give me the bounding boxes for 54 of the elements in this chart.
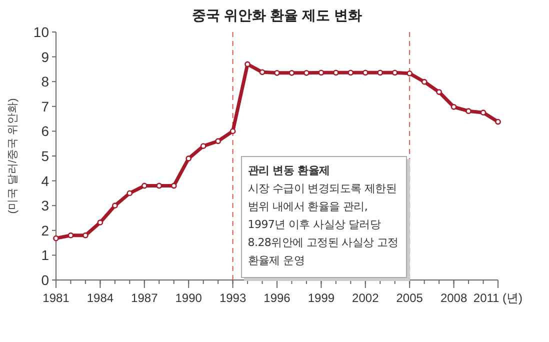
x-tick-label: 2011 (년)	[473, 291, 523, 305]
point	[141, 182, 148, 189]
y-tick-label: 4	[41, 172, 50, 189]
point	[186, 156, 192, 162]
x-tick-label: 1987	[131, 291, 158, 305]
point	[421, 78, 428, 85]
point	[304, 70, 310, 76]
y-tick-label: 8	[41, 74, 50, 90]
point	[450, 104, 457, 110]
point	[436, 89, 442, 95]
x-tick-label: 1990	[175, 291, 202, 305]
point	[200, 143, 206, 150]
x-tick-label: 1981	[42, 291, 70, 305]
point	[288, 70, 295, 76]
point	[348, 70, 354, 76]
point	[480, 110, 486, 116]
point	[68, 232, 74, 238]
x-tick-label: 2002	[352, 291, 380, 305]
point	[126, 190, 133, 196]
y-tick-label: 6	[41, 123, 50, 140]
point	[466, 108, 472, 114]
y-axis-title: (미국 달러/중국 위안화)	[7, 98, 19, 214]
annotation: 시장 수급이 변경되도록 제한된 범위 내에서 환율을 관리, 1997년 이후 사실상 달러당 8.28위안에 고정된 사실상 고정 환율제 운영	[248, 181, 400, 269]
point	[97, 220, 104, 226]
y-tick-label: 5	[41, 148, 50, 164]
annotation: 관리 변동 환율제	[248, 163, 331, 179]
point	[362, 70, 368, 76]
point	[244, 61, 250, 68]
y-tick-label: 9	[41, 48, 50, 65]
x-tick-label: 2005	[396, 291, 424, 305]
x-tick-label: 1993	[219, 291, 246, 305]
point	[406, 70, 413, 76]
x-tick-label: 2008	[440, 291, 468, 305]
point	[495, 118, 501, 125]
y-tick-label: 2	[41, 222, 50, 238]
point	[112, 202, 118, 209]
y-tick-label: 0	[41, 272, 50, 288]
y-tick-label: 10	[33, 24, 50, 40]
point	[392, 70, 398, 76]
point	[318, 70, 324, 76]
x-tick-label: 1984	[86, 291, 114, 305]
point	[274, 70, 280, 76]
y-tick-label: 1	[41, 247, 50, 264]
y-tick-label: 3	[41, 198, 50, 214]
y-tick-label: 7	[41, 98, 50, 114]
chart-title: 중국 위안화 환율 제도 변화	[192, 7, 362, 23]
point	[332, 70, 339, 76]
x-tick-label: 1999	[308, 291, 335, 305]
x-tick-label: 1996	[264, 291, 291, 305]
point	[377, 70, 384, 76]
point	[230, 128, 236, 134]
point	[53, 235, 59, 242]
point	[82, 232, 88, 238]
point	[215, 138, 222, 144]
